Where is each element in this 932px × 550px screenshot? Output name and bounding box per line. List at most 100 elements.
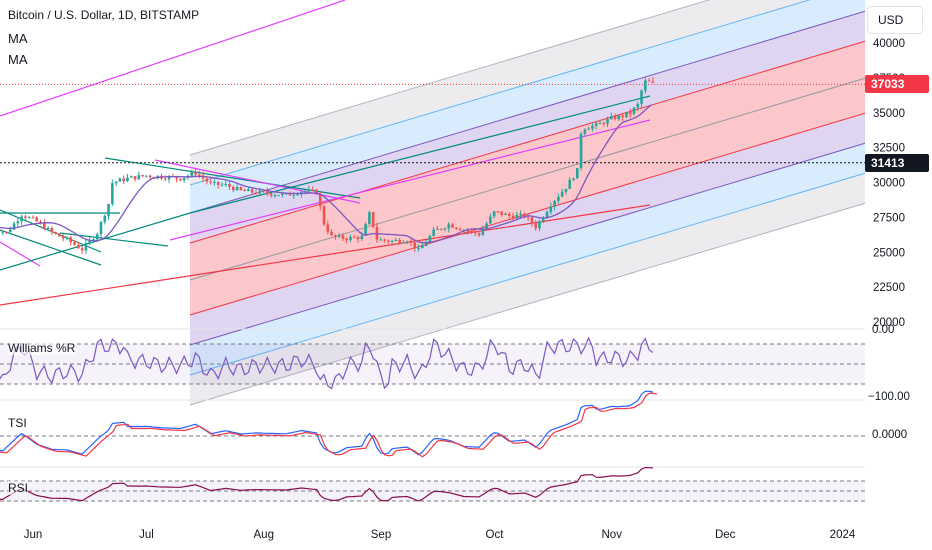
candle-body <box>368 212 371 225</box>
candle-body <box>239 187 243 190</box>
candle-body <box>179 178 182 181</box>
price-tick-label: 27500 <box>873 212 905 224</box>
ma-legend-1[interactable]: MA <box>8 31 28 46</box>
williams-top-label: 0.00 <box>872 324 895 336</box>
candle-body <box>417 248 420 250</box>
candle-body <box>1 231 5 233</box>
candle-body <box>148 175 152 178</box>
candle-body <box>58 233 61 237</box>
oscillator-layer <box>0 328 865 502</box>
candle-body <box>247 189 250 192</box>
time-tick-label: Oct <box>486 529 505 541</box>
pitchfork-line-8 <box>189 202 866 406</box>
pitchfork-line-4 <box>189 77 866 281</box>
candle-body <box>625 112 628 117</box>
candle-body <box>80 248 84 251</box>
candle-body <box>209 181 212 183</box>
candle-body <box>477 233 481 236</box>
candle-body <box>621 115 624 117</box>
candle-body <box>523 213 526 218</box>
candle-body <box>564 188 568 192</box>
candle-body <box>190 172 194 176</box>
candle-body <box>549 206 553 212</box>
candle-body <box>485 223 488 230</box>
candle-body <box>262 190 265 192</box>
williams-r-title: Williams %R <box>8 341 76 355</box>
candle-body <box>114 181 118 184</box>
moving-average-line <box>0 104 652 244</box>
price-tick-label: 35000 <box>873 108 905 120</box>
candle-body <box>318 194 322 207</box>
candle-body <box>205 178 209 182</box>
candle-body <box>352 236 356 238</box>
candle-body <box>8 229 12 232</box>
candle-body <box>413 242 417 249</box>
currency-button[interactable]: USD <box>867 6 923 34</box>
candle-body <box>103 215 107 222</box>
candle-body <box>443 228 447 230</box>
time-tick-label: Nov <box>602 529 623 541</box>
candle-body <box>489 216 492 224</box>
candle-body <box>99 221 103 235</box>
candle-body <box>405 241 409 243</box>
magenta-down-line <box>154 159 361 204</box>
candle-body <box>451 224 454 228</box>
candle-body <box>20 216 23 222</box>
candles-layer <box>0 76 655 255</box>
magenta-upper-line <box>0 0 346 117</box>
candle-body <box>228 184 231 187</box>
candle-body <box>216 181 220 185</box>
candle-body <box>107 203 110 216</box>
candle-body <box>394 239 398 241</box>
candle-body <box>296 194 299 196</box>
candle-body <box>447 224 451 229</box>
candle-body <box>258 190 262 194</box>
candle-body <box>557 196 560 201</box>
candle-body <box>458 228 462 231</box>
channel-line-3 <box>59 232 169 247</box>
price-tick-label: 32500 <box>873 143 905 155</box>
tsi-line <box>0 390 653 456</box>
current-price-badge: 37033 <box>865 75 929 94</box>
ma-legend-2[interactable]: MA <box>8 52 28 67</box>
candle-body <box>232 186 235 191</box>
candle-body <box>126 177 129 182</box>
candle-body <box>341 235 345 239</box>
price-tick-label: 20000 <box>873 317 905 329</box>
candle-body <box>137 175 141 180</box>
pitchfork-line-7 <box>189 172 866 376</box>
williams-r-line <box>0 336 654 390</box>
candle-body <box>553 200 556 207</box>
candle-body <box>560 191 564 197</box>
candle-body <box>250 189 254 193</box>
candle-body <box>337 235 341 237</box>
candle-body <box>133 176 137 180</box>
moving-average-200 <box>0 204 651 306</box>
pitchfork-line-5 <box>189 112 866 316</box>
rsi-line <box>0 466 653 502</box>
candle-body <box>473 231 477 234</box>
candle-body <box>636 103 640 108</box>
time-tick-label: Aug <box>254 529 274 541</box>
tsi-signal-line <box>0 392 657 458</box>
candle-body <box>470 231 473 233</box>
candle-body <box>598 122 602 124</box>
candle-body <box>579 133 583 169</box>
candle-body <box>129 176 133 178</box>
candle-body <box>122 178 125 182</box>
moving-average-layer <box>0 104 652 244</box>
candle-body <box>277 195 280 197</box>
candle-body <box>315 189 318 195</box>
candle-body <box>526 217 530 219</box>
candle-body <box>568 179 572 189</box>
candle-body <box>594 123 598 126</box>
rsi-pane-background <box>0 481 865 501</box>
candle-body <box>466 230 469 232</box>
pitchfork-line-2 <box>189 10 866 214</box>
candle-body <box>163 178 167 180</box>
candle-body <box>591 125 594 129</box>
candle-body <box>647 80 651 82</box>
candle-body <box>500 211 503 215</box>
candle-body <box>572 178 575 180</box>
